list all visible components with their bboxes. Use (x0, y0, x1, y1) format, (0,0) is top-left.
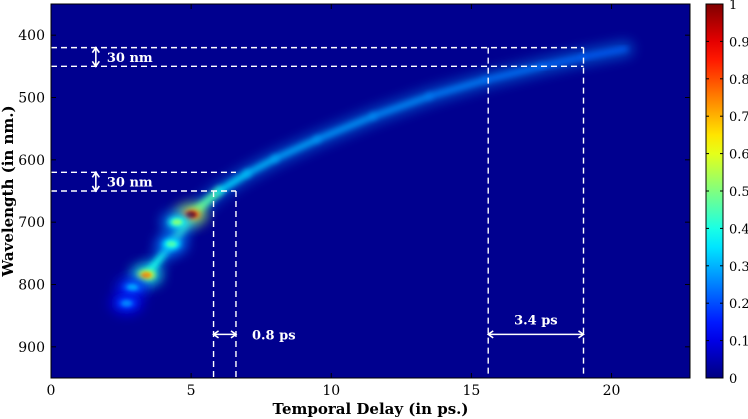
ridge-segment (426, 77, 488, 99)
colorbar-tick-label: 0.5 (729, 185, 748, 200)
colorbar-tick-label: 0.8 (729, 73, 748, 88)
ridge-segment (483, 63, 544, 83)
band-annotation-label: 30 nm (107, 51, 153, 66)
colorbar-tick-label: 1 (729, 0, 737, 13)
x-tick-label: 0 (47, 383, 56, 399)
ridge-segment (370, 93, 432, 119)
y-tick-label: 600 (18, 153, 45, 169)
span-annotation-label: 0.8 ps (252, 328, 296, 343)
y-axis-label: Wavelength (in nm.) (0, 105, 17, 277)
x-tick-label: 10 (322, 383, 340, 399)
colorbar-tick-label: 0.2 (729, 297, 748, 312)
hotspot-core (141, 272, 152, 279)
band-annotation-label: 30 nm (107, 176, 153, 191)
y-tick-label: 500 (18, 91, 45, 107)
x-tick-label: 15 (462, 383, 480, 399)
arrowhead (91, 185, 100, 193)
colorbar-tick-label: 0.3 (729, 260, 748, 275)
arrowhead (578, 330, 585, 339)
arrowhead (91, 46, 100, 54)
hotspot-core (172, 219, 183, 226)
x-axis-label: Temporal Delay (in ps.) (273, 400, 469, 418)
arrowhead (212, 330, 220, 339)
arrowhead (230, 330, 238, 339)
colorbar-tick-label: 0 (729, 372, 737, 387)
ridge-segment (539, 54, 586, 69)
y-tick-label: 700 (18, 215, 45, 231)
colorbar-tick-label: 0.1 (729, 335, 748, 350)
x-tick-label: 5 (187, 383, 196, 399)
hotspot-core (121, 300, 132, 307)
arrowhead (91, 170, 100, 178)
ridge-segment (215, 170, 251, 195)
axes-frame (50, 3, 691, 379)
x-tick-label: 20 (603, 383, 621, 399)
y-tick-label: 900 (18, 340, 45, 356)
ridge-segment (314, 113, 377, 143)
arrowhead (91, 60, 100, 68)
colorbar-tick-label: 0.4 (729, 222, 748, 237)
colorbar-tick-label: 0.7 (729, 110, 748, 125)
ridge-segment (272, 136, 321, 162)
ridge-segment (581, 46, 628, 60)
colorbar-tick-label: 0.6 (729, 148, 748, 163)
y-tick-label: 400 (18, 28, 45, 44)
colorbar-tick-label: 0.9 (729, 35, 748, 50)
arrowhead (486, 330, 494, 339)
axes: 0 5 10 15 20 400 500 600 700 800 900 (18, 3, 691, 399)
hotspot-core (166, 240, 177, 247)
y-tick-label: 800 (18, 278, 45, 294)
ridge-segment (244, 155, 279, 177)
hotspot-core (127, 284, 138, 291)
colorbar: 0 0.1 0.2 0.3 0.4 0.5 0.6 0.7 0.8 0.9 1 (705, 0, 748, 387)
span-annotation-label: 3.4 ps (514, 313, 558, 328)
annotations: 30 nm 30 nm 0.8 ps 3.4 ps (51, 46, 585, 378)
